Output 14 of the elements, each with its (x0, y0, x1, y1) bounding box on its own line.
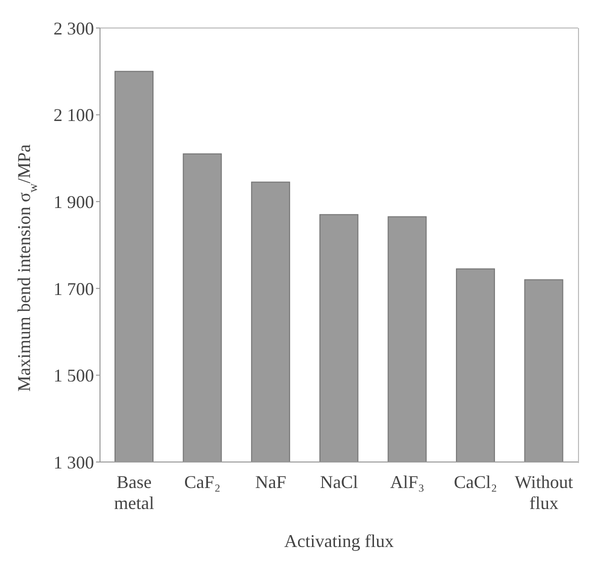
y-tick-label: 2 300 (54, 18, 94, 38)
y-tick-label: 2 100 (54, 105, 94, 126)
x-tick-label: Without flux (514, 472, 573, 513)
y-tick-label: 1 500 (54, 366, 94, 386)
x-tick-label: NaF (255, 472, 286, 492)
y-tick-label: 1 300 (54, 452, 94, 472)
x-axis-title: Activating flux (284, 531, 394, 551)
x-tick-label: CaF₂ (184, 472, 221, 492)
x-tick-label: AlF₃ (390, 472, 424, 492)
x-tick-label: CaCl₂ (454, 472, 498, 492)
y-tick-label: 1 700 (54, 278, 94, 299)
y-tick-label: 1 900 (54, 192, 94, 212)
x-tick-label: NaCl (320, 472, 358, 492)
x-tick-label: Base metal (114, 472, 154, 513)
